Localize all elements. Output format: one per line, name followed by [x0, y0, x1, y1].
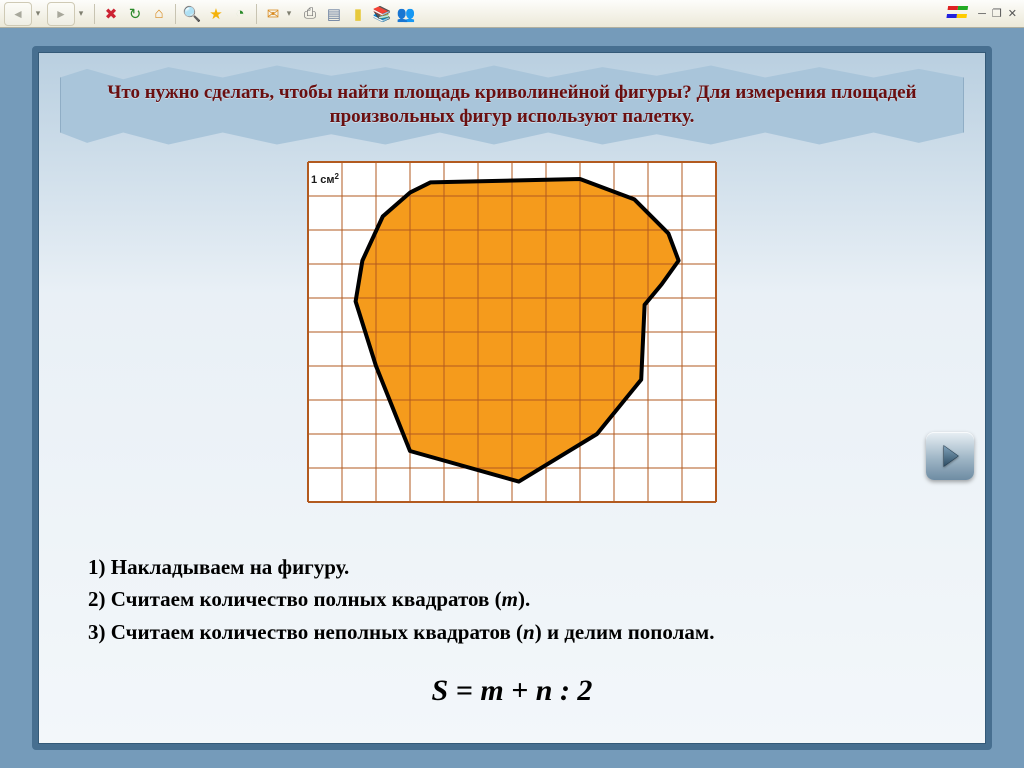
next-button[interactable]	[926, 432, 974, 480]
slide-title: Что нужно сделать, чтобы найти площадь к…	[90, 81, 934, 129]
toolbar-separator	[256, 4, 257, 24]
stop-icon[interactable]: ✖	[100, 3, 122, 25]
favorites-icon[interactable]: ★	[205, 3, 227, 25]
next-arrow-icon	[937, 443, 963, 469]
history-icon[interactable]: ◔	[229, 3, 251, 25]
area-formula: S = m + n : 2	[38, 674, 986, 708]
messenger-icon[interactable]: 👥	[395, 3, 417, 25]
step-line: 1) Накладываем на фигуру.	[88, 552, 936, 582]
refresh-icon[interactable]: ↻	[124, 3, 146, 25]
close-icon[interactable]: ✕	[1008, 7, 1017, 20]
search-icon[interactable]: 🔍	[181, 3, 203, 25]
research-icon[interactable]: 📚	[371, 3, 393, 25]
minimize-icon[interactable]: ─	[978, 8, 986, 20]
title-band: Что нужно сделать, чтобы найти площадь к…	[60, 62, 964, 148]
toolbar-separator	[94, 4, 95, 24]
mail-dropdown-icon[interactable]: ▾	[284, 8, 294, 19]
slide: Что нужно сделать, чтобы найти площадь к…	[32, 46, 992, 750]
note-icon[interactable]: ▮	[347, 3, 369, 25]
forward-dropdown-icon[interactable]: ▾	[76, 8, 86, 19]
step-line: 3) Считаем количество неполных квадратов…	[88, 617, 936, 647]
step-line: 2) Считаем количество полных квадратов (…	[88, 584, 936, 614]
restore-icon[interactable]: ❐	[992, 7, 1002, 20]
forward-button[interactable]: ►	[47, 2, 75, 26]
steps-list: 1) Накладываем на фигуру.2) Считаем коли…	[88, 550, 936, 649]
home-icon[interactable]: ⌂	[148, 3, 170, 25]
print-icon[interactable]: ⎙	[299, 3, 321, 25]
edit-icon[interactable]: ▤	[323, 3, 345, 25]
browser-toolbar: ◄ ▾ ► ▾ ✖↻⌂🔍★◔✉▾⎙▤▮📚👥 ─ ❐ ✕	[0, 0, 1024, 28]
toolbar-separator	[175, 4, 176, 24]
windows-flag-icon	[946, 6, 968, 22]
back-button[interactable]: ◄	[4, 2, 32, 26]
slide-background: Что нужно сделать, чтобы найти площадь к…	[0, 28, 1024, 768]
grid-figure: 1 см2	[306, 160, 718, 509]
toolbar-icon-group: ✖↻⌂ 🔍★◔ ✉▾ ⎙▤▮📚👥	[99, 3, 418, 25]
back-dropdown-icon[interactable]: ▾	[33, 8, 43, 19]
mail-icon[interactable]: ✉	[262, 3, 284, 25]
